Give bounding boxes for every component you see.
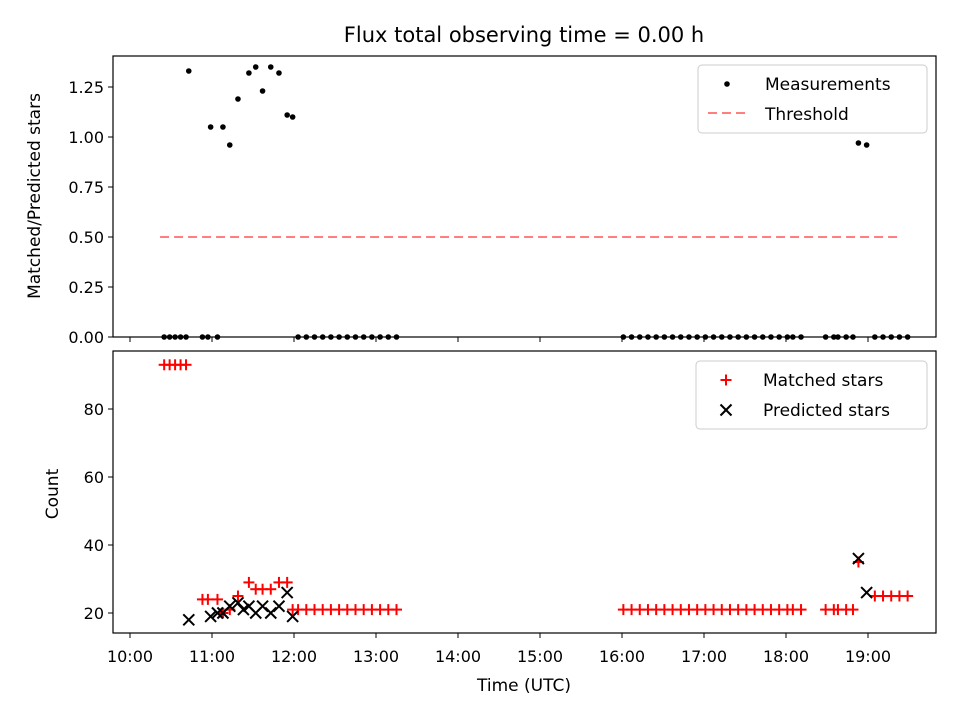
measurement-point bbox=[185, 68, 192, 74]
measurement-point bbox=[220, 124, 226, 130]
measurement-point bbox=[855, 140, 862, 146]
legend-threshold-label: Threshold bbox=[764, 105, 849, 125]
matched-point bbox=[232, 590, 244, 602]
predicted-point-b bbox=[272, 599, 286, 613]
predicted-point-b bbox=[286, 610, 299, 623]
x-tick-label: 19:00 bbox=[845, 647, 891, 666]
x-tick-label: 17:00 bbox=[681, 647, 727, 666]
matched-point bbox=[902, 590, 914, 602]
predicted-point-b bbox=[211, 606, 224, 620]
bottom-y-axis-label: Count bbox=[43, 468, 63, 519]
top-legend-box bbox=[697, 64, 928, 134]
bottom-y-tick-label: 60 bbox=[84, 468, 104, 487]
measurement-point bbox=[226, 142, 233, 148]
x-tick-label: 11:00 bbox=[189, 647, 235, 666]
measurement-point bbox=[289, 114, 296, 120]
matched-point bbox=[281, 576, 293, 588]
predicted-point-b bbox=[237, 603, 250, 616]
measurement-point bbox=[276, 70, 282, 76]
legend-matched-marker bbox=[720, 374, 732, 386]
predicted-point-b bbox=[242, 599, 256, 613]
bottom-panel: Count 20 40 60 80 10:00 11:00 12:00 13:00 14:00 1… bbox=[43, 350, 937, 696]
measurement-point bbox=[252, 64, 259, 70]
bottom-y-tick-label: 40 bbox=[84, 536, 104, 555]
matched-point bbox=[265, 583, 277, 595]
x-tick-label: 10:00 bbox=[107, 647, 153, 666]
matched-point bbox=[202, 593, 214, 605]
top-y-tick-label: 1.25 bbox=[68, 78, 104, 97]
measurement-point bbox=[284, 112, 290, 118]
predicted-point-b bbox=[860, 586, 873, 599]
top-y-tick-label: 0.00 bbox=[68, 328, 104, 347]
predicted-point bbox=[182, 613, 195, 627]
x-axis-label: Time (UTC) bbox=[476, 676, 571, 696]
predicted-point-b bbox=[204, 610, 217, 623]
legend-matched-label: Matched stars bbox=[763, 371, 883, 391]
predicted-point bbox=[286, 610, 299, 623]
top-y-tick-label: 0.25 bbox=[68, 278, 104, 297]
matched-point bbox=[243, 576, 255, 588]
matched-point bbox=[847, 604, 859, 616]
bottom-y-tick-label: 20 bbox=[84, 604, 104, 623]
legend-measurements-marker bbox=[724, 81, 730, 87]
x-tick-label: 18:00 bbox=[763, 647, 809, 666]
predicted-point bbox=[237, 603, 250, 616]
bottom-legend-box bbox=[695, 360, 928, 430]
x-tick-label: 15:00 bbox=[517, 647, 563, 666]
top-y-tick-label: 0.75 bbox=[68, 178, 104, 197]
top-y-tick-label: 0.50 bbox=[68, 228, 104, 247]
matched-point bbox=[795, 604, 807, 616]
predicted-point bbox=[852, 552, 865, 565]
measurement-point bbox=[259, 88, 266, 94]
legend-measurements-label: Measurements bbox=[765, 75, 891, 95]
bottom-legend: Matched stars Predicted stars bbox=[695, 360, 928, 430]
top-axes-frame bbox=[112, 55, 937, 338]
measurement-point bbox=[863, 142, 870, 148]
predicted-point bbox=[211, 606, 224, 620]
predicted-point bbox=[223, 599, 236, 613]
predicted-point bbox=[272, 599, 286, 613]
measurement-point bbox=[246, 70, 252, 76]
bottom-y-tick-label: 80 bbox=[84, 400, 104, 419]
x-tick-label: 14:00 bbox=[435, 647, 481, 666]
predicted-point bbox=[280, 586, 294, 599]
legend-predicted-marker bbox=[719, 403, 733, 417]
x-tick-label: 12:00 bbox=[271, 647, 317, 666]
x-tick-label: 16:00 bbox=[599, 647, 645, 666]
matched-point bbox=[180, 359, 192, 371]
top-legend: Measurements Threshold bbox=[697, 64, 928, 134]
legend-predicted-marker-b bbox=[719, 403, 733, 417]
bottom-plot-area: 20 40 60 80 10:00 11:00 12:00 13:00 14:00 15:00 16… bbox=[84, 359, 914, 666]
measurement-point bbox=[235, 96, 241, 102]
top-chart-title: Flux total observing time = 0.00 h bbox=[344, 23, 704, 47]
measurement-point bbox=[207, 124, 214, 130]
legend-predicted-label: Predicted stars bbox=[763, 401, 890, 421]
predicted-point bbox=[204, 610, 217, 623]
matched-point bbox=[211, 593, 223, 605]
predicted-point-b bbox=[256, 599, 269, 613]
predicted-point-b bbox=[182, 613, 195, 627]
top-panel: Flux total observing time = 0.00 h Match… bbox=[25, 23, 937, 347]
x-tick-label: 13:00 bbox=[353, 647, 399, 666]
bottom-axes-frame bbox=[112, 350, 937, 634]
top-y-axis-label: Matched/Predicted stars bbox=[25, 93, 45, 299]
top-y-tick-label: 1.00 bbox=[68, 128, 104, 147]
predicted-point bbox=[860, 586, 873, 599]
predicted-point-b bbox=[852, 552, 865, 565]
predicted-point-b bbox=[231, 596, 245, 610]
matched-point bbox=[391, 604, 402, 616]
measurement-point bbox=[267, 64, 274, 70]
predicted-point-b bbox=[223, 599, 236, 613]
predicted-point-b bbox=[280, 586, 294, 599]
